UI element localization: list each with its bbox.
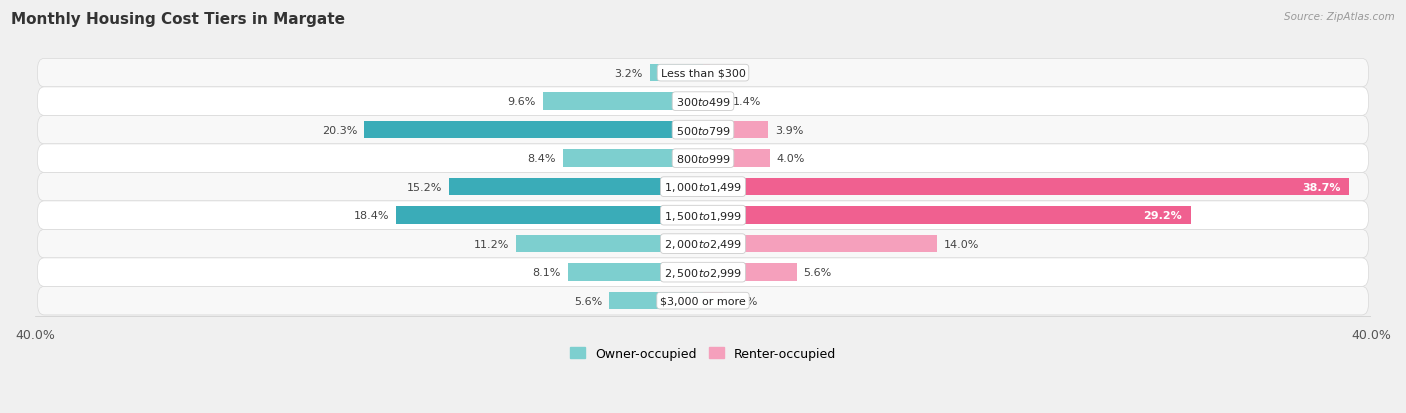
Bar bbox=[703, 178, 1350, 196]
FancyBboxPatch shape bbox=[38, 88, 1368, 116]
Text: $2,000 to $2,499: $2,000 to $2,499 bbox=[664, 237, 742, 251]
Text: $2,500 to $2,999: $2,500 to $2,999 bbox=[664, 266, 742, 279]
Bar bbox=[562, 150, 703, 168]
Text: 38.7%: 38.7% bbox=[1302, 182, 1341, 192]
Bar bbox=[703, 235, 936, 253]
Text: 1.4%: 1.4% bbox=[733, 97, 762, 107]
Text: 3.2%: 3.2% bbox=[614, 69, 643, 78]
Text: Less than $300: Less than $300 bbox=[661, 69, 745, 78]
Text: $800 to $999: $800 to $999 bbox=[675, 153, 731, 165]
Text: 0.4%: 0.4% bbox=[717, 69, 745, 78]
Text: $500 to $799: $500 to $799 bbox=[675, 124, 731, 136]
Legend: Owner-occupied, Renter-occupied: Owner-occupied, Renter-occupied bbox=[565, 342, 841, 365]
Bar bbox=[703, 121, 768, 139]
Bar bbox=[543, 93, 703, 111]
Text: 15.2%: 15.2% bbox=[408, 182, 443, 192]
Text: $1,500 to $1,999: $1,500 to $1,999 bbox=[664, 209, 742, 222]
Text: 3.9%: 3.9% bbox=[775, 125, 803, 135]
Bar bbox=[516, 235, 703, 253]
Bar bbox=[395, 207, 703, 224]
Bar bbox=[609, 292, 703, 310]
Text: 11.2%: 11.2% bbox=[474, 239, 509, 249]
Text: Monthly Housing Cost Tiers in Margate: Monthly Housing Cost Tiers in Margate bbox=[11, 12, 346, 27]
FancyBboxPatch shape bbox=[38, 258, 1368, 287]
Bar bbox=[703, 65, 710, 82]
Text: 5.6%: 5.6% bbox=[803, 268, 831, 278]
FancyBboxPatch shape bbox=[38, 116, 1368, 145]
Bar bbox=[703, 150, 770, 168]
Bar bbox=[449, 178, 703, 196]
Text: $3,000 or more: $3,000 or more bbox=[661, 296, 745, 306]
Bar bbox=[650, 65, 703, 82]
FancyBboxPatch shape bbox=[38, 287, 1368, 315]
FancyBboxPatch shape bbox=[38, 173, 1368, 202]
FancyBboxPatch shape bbox=[38, 59, 1368, 88]
Text: 8.4%: 8.4% bbox=[527, 154, 555, 164]
Text: Source: ZipAtlas.com: Source: ZipAtlas.com bbox=[1284, 12, 1395, 22]
Text: 20.3%: 20.3% bbox=[322, 125, 357, 135]
Text: 8.1%: 8.1% bbox=[533, 268, 561, 278]
Bar bbox=[568, 263, 703, 281]
FancyBboxPatch shape bbox=[38, 202, 1368, 230]
Text: 18.4%: 18.4% bbox=[353, 211, 389, 221]
Bar bbox=[703, 292, 723, 310]
FancyBboxPatch shape bbox=[38, 145, 1368, 173]
Text: 5.6%: 5.6% bbox=[575, 296, 603, 306]
Text: 1.2%: 1.2% bbox=[730, 296, 758, 306]
Bar bbox=[703, 207, 1191, 224]
Bar bbox=[703, 263, 797, 281]
Bar bbox=[703, 93, 727, 111]
Text: $1,000 to $1,499: $1,000 to $1,499 bbox=[664, 181, 742, 194]
Text: 29.2%: 29.2% bbox=[1143, 211, 1182, 221]
Text: 14.0%: 14.0% bbox=[943, 239, 979, 249]
Bar bbox=[364, 121, 703, 139]
Text: 4.0%: 4.0% bbox=[776, 154, 804, 164]
FancyBboxPatch shape bbox=[38, 230, 1368, 258]
Text: $300 to $499: $300 to $499 bbox=[675, 96, 731, 108]
Text: 9.6%: 9.6% bbox=[508, 97, 536, 107]
